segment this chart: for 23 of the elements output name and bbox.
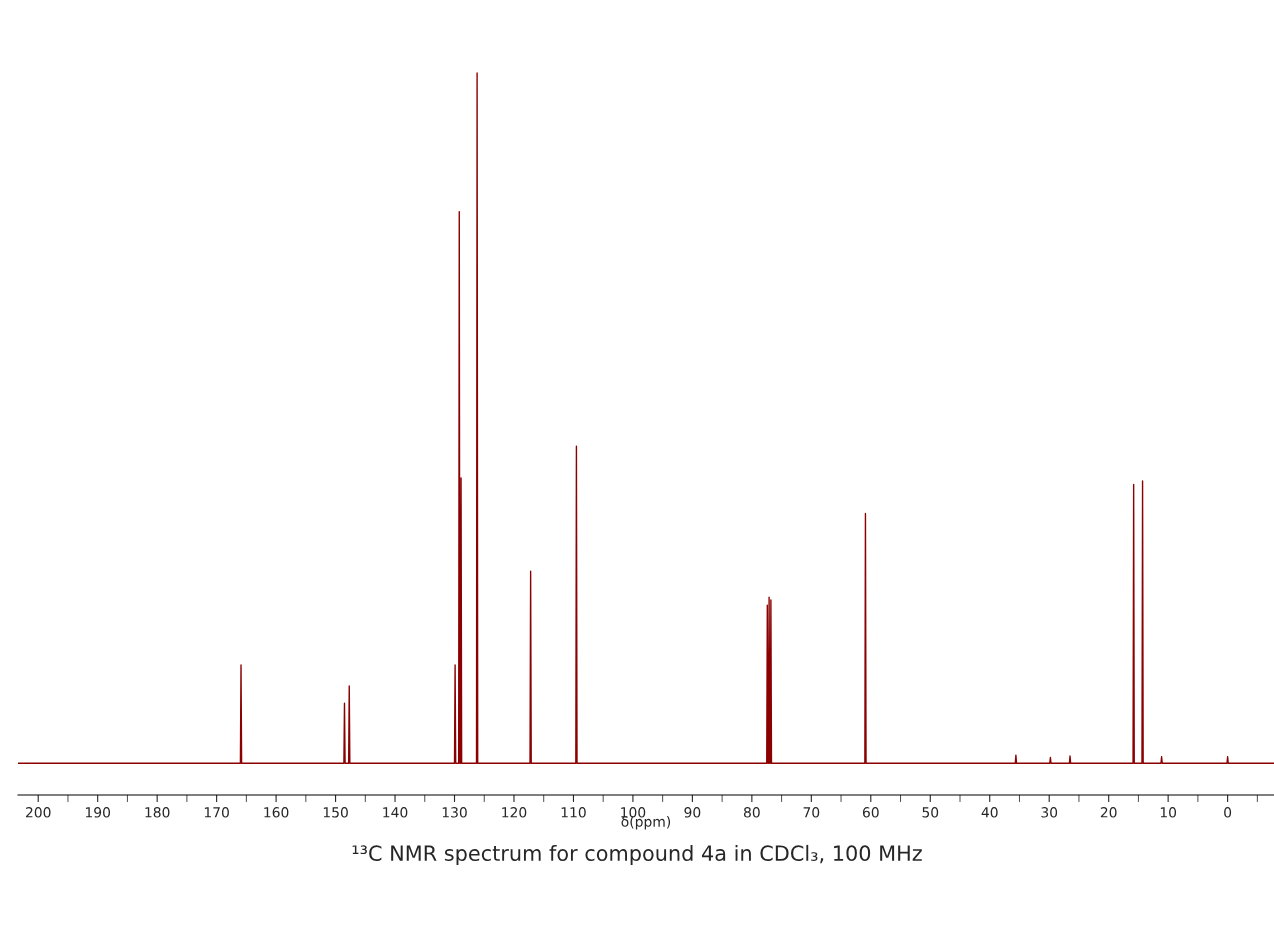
x-tick-label: 60 <box>862 807 879 818</box>
x-tick-label: 20 <box>1100 807 1117 818</box>
x-tick-label: 170 <box>204 807 229 818</box>
text: ¹³C NMR spectrum for compound 4a in CDCl₃, 100 MHz <box>352 844 922 866</box>
x-tick-label: 40 <box>981 807 998 818</box>
x-tick-label: 160 <box>264 807 289 818</box>
x-tick-label: 150 <box>323 807 348 818</box>
x-tick-label: 200 <box>25 807 51 818</box>
x-tick-label: 140 <box>383 807 408 818</box>
x-tick-label: 80 <box>743 807 760 818</box>
x-tick-label: 180 <box>145 807 170 818</box>
x-tick-label: 70 <box>803 807 820 818</box>
x-tick-label: 190 <box>85 807 111 818</box>
x-tick-label: 10 <box>1160 807 1177 818</box>
x-tick-label: 50 <box>922 807 939 818</box>
x-tick-label: 130 <box>442 807 467 818</box>
x-tick-label: 0 <box>1224 807 1232 818</box>
x-axis-title: δ(ppm) <box>621 816 671 830</box>
x-tick-label: 100 <box>621 807 646 818</box>
x-tick-label: 90 <box>684 807 701 818</box>
x-tick-label: 110 <box>561 807 586 818</box>
x-tick-label: 30 <box>1041 807 1058 818</box>
x-tick-label: 120 <box>502 807 527 818</box>
